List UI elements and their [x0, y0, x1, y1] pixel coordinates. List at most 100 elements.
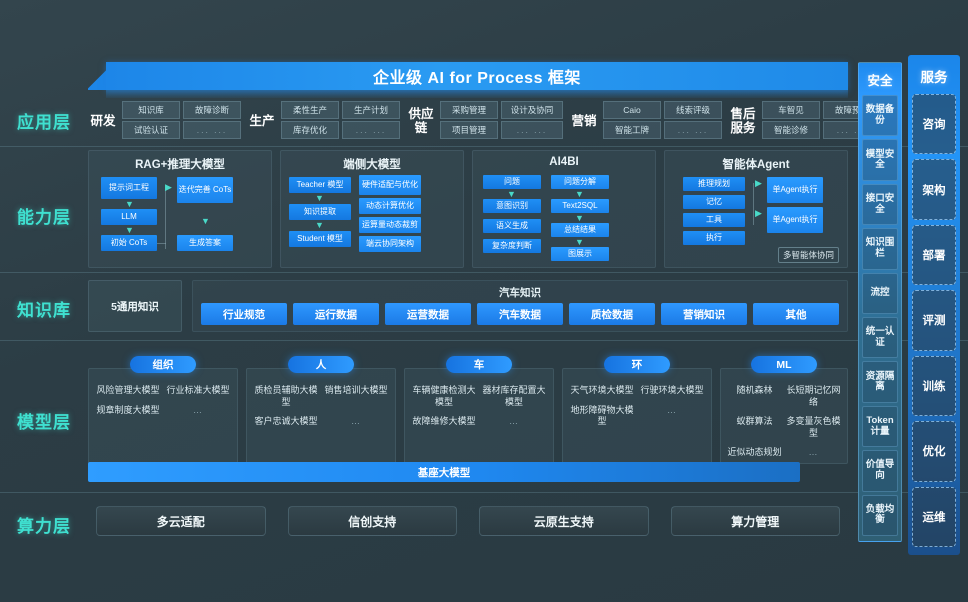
model-item[interactable]: 规章制度大模型 — [96, 404, 160, 415]
app-chip[interactable]: 试验认证 — [122, 121, 180, 139]
model-item[interactable]: 故障维修大模型 — [412, 416, 476, 426]
app-chip[interactable]: 车智见 — [762, 101, 820, 119]
base-model-bar[interactable]: 基座大模型 — [88, 462, 800, 482]
model-item[interactable]: 地形障碍物大模型 — [570, 404, 634, 427]
app-chip[interactable]: 项目管理 — [440, 121, 498, 139]
model-item[interactable]: 天气环境大模型 — [570, 385, 634, 395]
app-chip[interactable]: 柔性生产 — [281, 101, 339, 119]
node-box[interactable]: 提示词工程 — [101, 177, 157, 199]
knowledge-pill[interactable]: 其他 — [753, 303, 839, 325]
compute-button-management[interactable]: 算力管理 — [670, 506, 840, 536]
knowledge-general-box[interactable]: 5通用知识 — [88, 280, 182, 332]
model-card-vehicle[interactable]: 车 车辆健康检测大模型 器材库存配置大模型 故障维修大模型 … — [404, 356, 554, 464]
app-chip-more[interactable]: ... ... — [501, 121, 563, 139]
node-box[interactable]: 初始 CoTs — [101, 235, 157, 251]
security-item[interactable]: 统一认证 — [862, 317, 898, 359]
node-box[interactable]: Teacher 模型 — [289, 177, 351, 193]
node-box[interactable]: 硬件适配与优化 — [359, 175, 421, 195]
capability-card-edge-model[interactable]: 端侧大模型 Teacher 模型 ▼ 知识提取 ▼ Student 模型 硬件适… — [280, 150, 464, 268]
service-item[interactable]: 部署 — [912, 224, 956, 286]
model-item-more[interactable]: … — [193, 404, 203, 415]
node-box[interactable]: 总结结果 — [551, 223, 609, 237]
model-card-ml[interactable]: ML 随机森林 长短期记忆网络 蚁群算法 多变量灰色模型 近似动态规划 … — [720, 356, 848, 464]
app-chip[interactable]: 生产计划 — [342, 101, 400, 119]
app-group-marketing[interactable]: 营销 Caio 智能工牌 线索评级 ... ... — [569, 100, 725, 142]
security-item[interactable]: 数据备份 — [862, 95, 898, 137]
node-box[interactable]: LLM — [101, 209, 157, 225]
app-chip[interactable]: 线索评级 — [664, 101, 722, 119]
model-item[interactable]: 行业标准大模型 — [166, 385, 230, 395]
capability-card-agent[interactable]: 智能体Agent 推理规划 记忆 工具 执行 ▶ ▶ 单Agent执行 单Age… — [664, 150, 848, 268]
model-item[interactable]: 器材库存配置大模型 — [482, 385, 546, 407]
node-box[interactable]: 问题 — [483, 175, 541, 189]
app-group-production[interactable]: 生产 柔性生产 库存优化 生产计划 ... ... — [247, 100, 403, 142]
app-chip[interactable]: 智能诊修 — [762, 121, 820, 139]
node-box[interactable]: 单Agent执行 — [767, 177, 823, 203]
app-chip[interactable]: 库存优化 — [281, 121, 339, 139]
node-box[interactable]: 单Agent执行 — [767, 207, 823, 233]
capability-card-ai4bi[interactable]: AI4BI 问题 ▼ 意图识别 语义生成 复杂度判断 问题分解 ▼ Text2S… — [472, 150, 656, 268]
knowledge-pill[interactable]: 运行数据 — [293, 303, 379, 325]
app-chip[interactable]: 智能工牌 — [603, 121, 661, 139]
knowledge-pill[interactable]: 汽车数据 — [477, 303, 563, 325]
app-chip-more[interactable]: ... ... — [664, 121, 722, 139]
model-item[interactable]: 质检员辅助大模型 — [254, 385, 318, 407]
model-item[interactable]: 销售培训大模型 — [324, 385, 388, 395]
model-item[interactable]: 多变量灰色模型 — [786, 416, 841, 438]
node-box[interactable]: Student 模型 — [289, 231, 351, 247]
security-item[interactable]: 模型安全 — [862, 139, 898, 181]
node-box[interactable]: 执行 — [683, 231, 745, 245]
app-chip[interactable]: 采购管理 — [440, 101, 498, 119]
node-box[interactable]: 生成答案 — [177, 235, 233, 251]
model-item[interactable]: 行驶环境大模型 — [640, 385, 704, 395]
node-box[interactable]: 工具 — [683, 213, 745, 227]
service-item[interactable]: 训练 — [912, 355, 956, 417]
model-item-more[interactable]: … — [509, 416, 519, 426]
node-box[interactable]: 动态计算优化 — [359, 198, 421, 214]
model-card-environment[interactable]: 环 天气环境大模型 行驶环境大模型 地形障碍物大模型 … — [562, 356, 712, 464]
app-chip[interactable]: 设计及协同 — [501, 101, 563, 119]
model-item-more[interactable]: … — [808, 447, 819, 457]
security-item[interactable]: 价值导向 — [862, 450, 898, 492]
knowledge-pill[interactable]: 营销知识 — [661, 303, 747, 325]
node-box[interactable]: 意图识别 — [483, 199, 541, 213]
node-box[interactable]: 图展示 — [551, 247, 609, 261]
app-chip-more[interactable]: ... ... — [342, 121, 400, 139]
app-group-rd[interactable]: 研发 知识库 试验认证 故障诊断 ... ... — [88, 100, 244, 142]
model-item[interactable]: 长短期记忆网络 — [786, 385, 841, 407]
security-item[interactable]: Token计量 — [862, 405, 898, 448]
node-box[interactable]: 运算量动态裁剪 — [359, 217, 421, 233]
node-box[interactable]: 知识提取 — [289, 204, 351, 220]
security-item[interactable]: 流控 — [862, 272, 898, 315]
service-item[interactable]: 运维 — [912, 486, 956, 547]
security-item[interactable]: 知识围栏 — [862, 228, 898, 270]
capability-card-rag[interactable]: RAG+推理大模型 提示词工程 ▼ LLM ▼ 初始 CoTs ▶ 迭代完善 C… — [88, 150, 272, 268]
node-box[interactable]: Text2SQL — [551, 199, 609, 213]
service-item[interactable]: 架构 — [912, 159, 956, 220]
app-group-supply-chain[interactable]: 供应链 采购管理 项目管理 设计及协同 ... ... — [406, 100, 566, 142]
app-chip-more[interactable]: ... ... — [183, 121, 241, 139]
model-item[interactable]: 蚁群算法 — [736, 416, 773, 426]
node-box[interactable]: 端云协同架构 — [359, 236, 421, 252]
security-item[interactable]: 负载均衡 — [862, 494, 898, 537]
app-chip[interactable]: Caio — [603, 101, 661, 119]
app-chip[interactable]: 故障诊断 — [183, 101, 241, 119]
security-item[interactable]: 资源隔离 — [862, 361, 898, 403]
compute-button-multicloud[interactable]: 多云适配 — [96, 506, 266, 536]
model-item-more[interactable]: … — [351, 416, 361, 426]
node-box[interactable]: 复杂度判断 — [483, 239, 541, 253]
model-card-organization[interactable]: 组织 风险管理大模型 行业标准大模型 规章制度大模型 … — [88, 356, 238, 464]
service-item[interactable]: 优化 — [912, 421, 956, 482]
service-item[interactable]: 评测 — [912, 290, 956, 351]
model-item[interactable]: 风险管理大模型 — [96, 385, 160, 395]
security-item[interactable]: 接口安全 — [862, 183, 898, 226]
model-item[interactable]: 客户忠诚大模型 — [254, 416, 318, 426]
model-card-people[interactable]: 人 质检员辅助大模型 销售培训大模型 客户忠诚大模型 … — [246, 356, 396, 464]
node-box[interactable]: 记忆 — [683, 195, 745, 209]
compute-button-cloudnative[interactable]: 云原生支持 — [479, 506, 649, 536]
model-item-more[interactable]: … — [667, 404, 677, 415]
node-box[interactable]: 问题分解 — [551, 175, 609, 189]
model-item[interactable]: 近似动态规划 — [727, 447, 782, 457]
knowledge-pill[interactable]: 质检数据 — [569, 303, 655, 325]
service-item[interactable]: 咨询 — [912, 94, 956, 155]
